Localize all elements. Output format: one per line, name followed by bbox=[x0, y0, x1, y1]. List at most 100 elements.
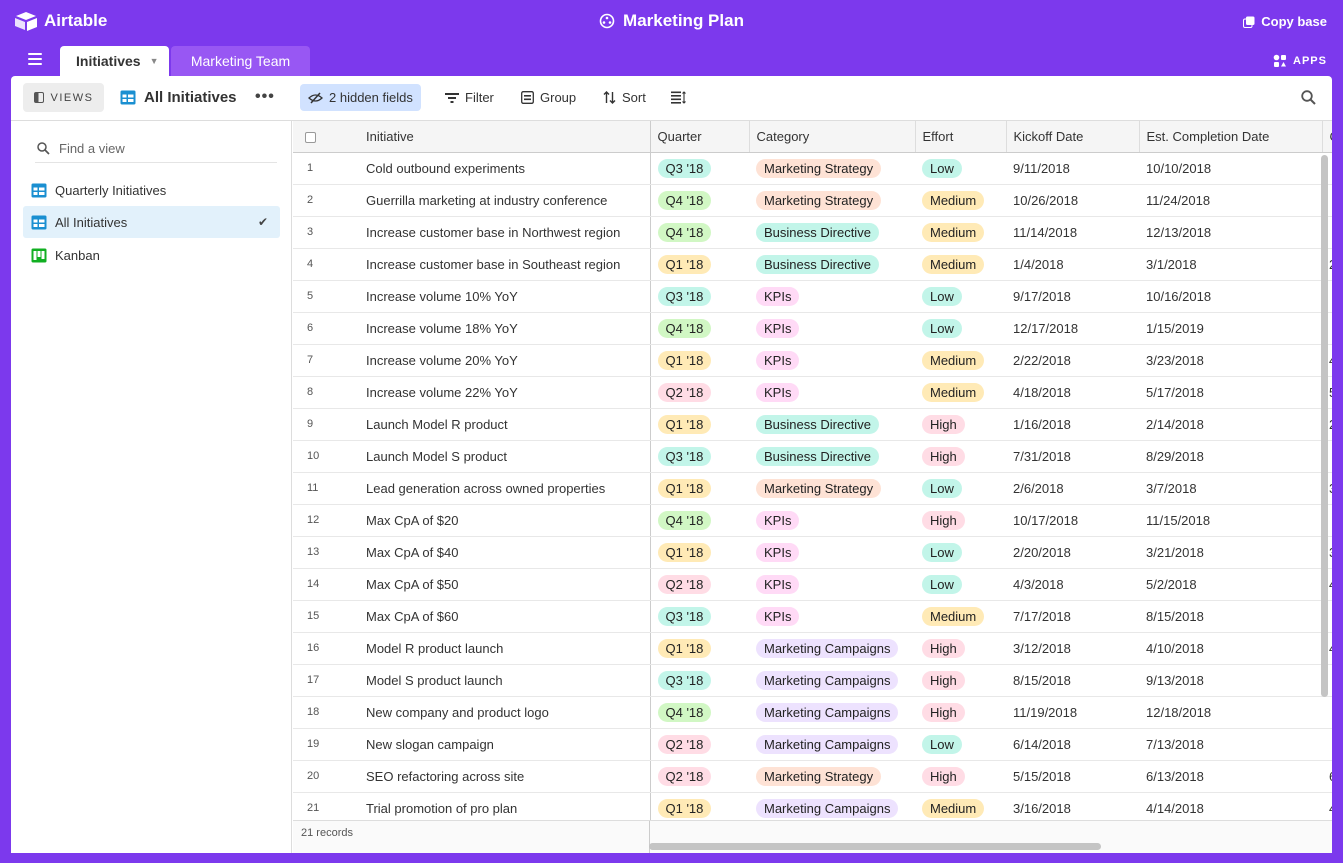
cell-est-completion-date[interactable]: 4/14/2018 bbox=[1139, 792, 1322, 825]
column-header-quarter[interactable]: Quarter bbox=[650, 121, 750, 153]
row-number[interactable]: 9 bbox=[293, 408, 359, 441]
cell-category[interactable]: Marketing Campaigns bbox=[749, 632, 915, 665]
row-number[interactable]: 12 bbox=[293, 504, 359, 537]
cell-est-completion-date[interactable]: 8/15/2018 bbox=[1139, 600, 1322, 633]
cell-quarter[interactable]: Q2 '18 bbox=[650, 760, 749, 793]
cell-est-completion-date[interactable]: 6/13/2018 bbox=[1139, 760, 1322, 793]
table-row[interactable]: 17 Model S product launch Q3 '18 Marketing … bbox=[293, 664, 1332, 697]
cell-kickoff-date[interactable]: 11/14/2018 bbox=[1006, 216, 1139, 249]
cell-kickoff-date[interactable]: 10/17/2018 bbox=[1006, 504, 1139, 537]
cell-effort[interactable]: Low bbox=[915, 568, 1006, 601]
cell-est-completion-date[interactable]: 12/13/2018 bbox=[1139, 216, 1322, 249]
cell-initiative[interactable]: SEO refactoring across site bbox=[359, 760, 651, 793]
cell-category[interactable]: Business Directive bbox=[749, 248, 915, 281]
cell-effort[interactable]: High bbox=[915, 440, 1006, 473]
cell-initiative[interactable]: Max CpA of $40 bbox=[359, 536, 651, 569]
cell-category[interactable]: KPIs bbox=[749, 312, 915, 345]
cell-kickoff-date[interactable]: 2/6/2018 bbox=[1006, 472, 1139, 505]
cell-quarter[interactable]: Q4 '18 bbox=[650, 184, 749, 217]
cell-effort[interactable]: Low bbox=[915, 280, 1006, 313]
cell-effort[interactable]: High bbox=[915, 408, 1006, 441]
cell-initiative[interactable]: Increase volume 22% YoY bbox=[359, 376, 651, 409]
row-number[interactable]: 7 bbox=[293, 344, 359, 377]
table-row[interactable]: 10 Launch Model S product Q3 '18 Business D… bbox=[293, 440, 1332, 473]
cell-initiative[interactable]: Increase customer base in Southeast regi… bbox=[359, 248, 651, 281]
airtable-logo[interactable]: Airtable bbox=[14, 11, 107, 31]
cell-effort[interactable]: High bbox=[915, 760, 1006, 793]
cell-category[interactable]: Marketing Campaigns bbox=[749, 728, 915, 761]
cell-initiative[interactable]: Model S product launch bbox=[359, 664, 651, 697]
group-button[interactable]: Group bbox=[513, 84, 584, 111]
row-number[interactable]: 20 bbox=[293, 760, 359, 793]
cell-category[interactable]: Marketing Campaigns bbox=[749, 792, 915, 825]
cell-kickoff-date[interactable]: 9/17/2018 bbox=[1006, 280, 1139, 313]
cell-category[interactable]: KPIs bbox=[749, 568, 915, 601]
cell-est-completion-date[interactable]: 3/23/2018 bbox=[1139, 344, 1322, 377]
cell-effort[interactable]: Low bbox=[915, 536, 1006, 569]
cell-kickoff-date[interactable]: 4/3/2018 bbox=[1006, 568, 1139, 601]
view-item-kanban[interactable]: Kanban bbox=[23, 239, 280, 271]
base-title[interactable]: Marketing Plan bbox=[0, 11, 1343, 31]
cell-quarter[interactable]: Q4 '18 bbox=[650, 312, 749, 345]
find-view-input[interactable] bbox=[59, 141, 259, 156]
cell-category[interactable]: Marketing Strategy bbox=[749, 760, 915, 793]
find-view-field[interactable] bbox=[35, 135, 277, 163]
cell-kickoff-date[interactable]: 5/15/2018 bbox=[1006, 760, 1139, 793]
cell-category[interactable]: Business Directive bbox=[749, 440, 915, 473]
cell-est-completion-date[interactable]: 9/13/2018 bbox=[1139, 664, 1322, 697]
cell-quarter[interactable]: Q2 '18 bbox=[650, 568, 749, 601]
row-number[interactable]: 18 bbox=[293, 696, 359, 729]
cell-kickoff-date[interactable]: 10/26/2018 bbox=[1006, 184, 1139, 217]
cell-quarter[interactable]: Q3 '18 bbox=[650, 600, 749, 633]
cell-category[interactable]: KPIs bbox=[749, 344, 915, 377]
view-item-all-initiatives[interactable]: All Initiatives ✔ bbox=[23, 206, 280, 238]
cell-quarter[interactable]: Q3 '18 bbox=[650, 280, 749, 313]
table-row[interactable]: 14 Max CpA of $50 Q2 '18 KPIs Low 4/3/2018 5/2… bbox=[293, 568, 1332, 601]
row-number[interactable]: 11 bbox=[293, 472, 359, 505]
cell-effort[interactable]: High bbox=[915, 504, 1006, 537]
table-row[interactable]: 9 Launch Model R product Q1 '18 Business Di… bbox=[293, 408, 1332, 441]
cell-quarter[interactable]: Q4 '18 bbox=[650, 504, 749, 537]
table-row[interactable]: 11 Lead generation across owned propertie… bbox=[293, 472, 1332, 505]
cell-effort[interactable]: Medium bbox=[915, 792, 1006, 825]
filter-button[interactable]: Filter bbox=[437, 84, 502, 111]
row-number[interactable]: 10 bbox=[293, 440, 359, 473]
column-header-category[interactable]: Category bbox=[749, 121, 916, 153]
hidden-fields-button[interactable]: 2 hidden fields bbox=[300, 84, 421, 111]
table-row[interactable]: 21 Trial promotion of pro plan Q1 '18 Marke… bbox=[293, 792, 1332, 825]
cell-kickoff-date[interactable]: 7/17/2018 bbox=[1006, 600, 1139, 633]
table-row[interactable]: 5 Increase volume 10% YoY Q3 '18 KPIs Low 9/1… bbox=[293, 280, 1332, 313]
cell-quarter[interactable]: Q3 '18 bbox=[650, 664, 749, 697]
view-item-quarterly-initiatives[interactable]: Quarterly Initiatives bbox=[23, 174, 280, 206]
cell-category[interactable]: KPIs bbox=[749, 280, 915, 313]
table-row[interactable]: 6 Increase volume 18% YoY Q4 '18 KPIs Low 12/… bbox=[293, 312, 1332, 345]
row-number[interactable]: 8 bbox=[293, 376, 359, 409]
cell-initiative[interactable]: New slogan campaign bbox=[359, 728, 651, 761]
row-number[interactable]: 1 bbox=[293, 152, 359, 185]
cell-truncated[interactable] bbox=[1322, 728, 1332, 761]
row-number[interactable]: 13 bbox=[293, 536, 359, 569]
table-row[interactable]: 15 Max CpA of $60 Q3 '18 KPIs Medium 7/17/201… bbox=[293, 600, 1332, 633]
cell-est-completion-date[interactable]: 11/15/2018 bbox=[1139, 504, 1322, 537]
cell-est-completion-date[interactable]: 12/18/2018 bbox=[1139, 696, 1322, 729]
cell-est-completion-date[interactable]: 11/24/2018 bbox=[1139, 184, 1322, 217]
table-row[interactable]: 16 Model R product launch Q1 '18 Marketing … bbox=[293, 632, 1332, 665]
cell-kickoff-date[interactable]: 3/12/2018 bbox=[1006, 632, 1139, 665]
table-row[interactable]: 19 New slogan campaign Q2 '18 Marketing Cam… bbox=[293, 728, 1332, 761]
tab-marketing-team[interactable]: Marketing Team bbox=[171, 46, 310, 76]
cell-category[interactable]: KPIs bbox=[749, 504, 915, 537]
cell-category[interactable]: Business Directive bbox=[749, 216, 915, 249]
cell-kickoff-date[interactable]: 7/31/2018 bbox=[1006, 440, 1139, 473]
row-number[interactable]: 19 bbox=[293, 728, 359, 761]
cell-quarter[interactable]: Q2 '18 bbox=[650, 728, 749, 761]
cell-kickoff-date[interactable]: 8/15/2018 bbox=[1006, 664, 1139, 697]
column-header-est-completion-date[interactable]: Est. Completion Date bbox=[1139, 121, 1323, 153]
cell-effort[interactable]: High bbox=[915, 696, 1006, 729]
cell-initiative[interactable]: Launch Model R product bbox=[359, 408, 651, 441]
cell-kickoff-date[interactable]: 2/22/2018 bbox=[1006, 344, 1139, 377]
cell-initiative[interactable]: Max CpA of $20 bbox=[359, 504, 651, 537]
cell-kickoff-date[interactable]: 9/11/2018 bbox=[1006, 152, 1139, 185]
tab-initiatives[interactable]: Initiatives ▼ bbox=[60, 46, 169, 76]
cell-initiative[interactable]: Max CpA of $50 bbox=[359, 568, 651, 601]
cell-effort[interactable]: Medium bbox=[915, 600, 1006, 633]
